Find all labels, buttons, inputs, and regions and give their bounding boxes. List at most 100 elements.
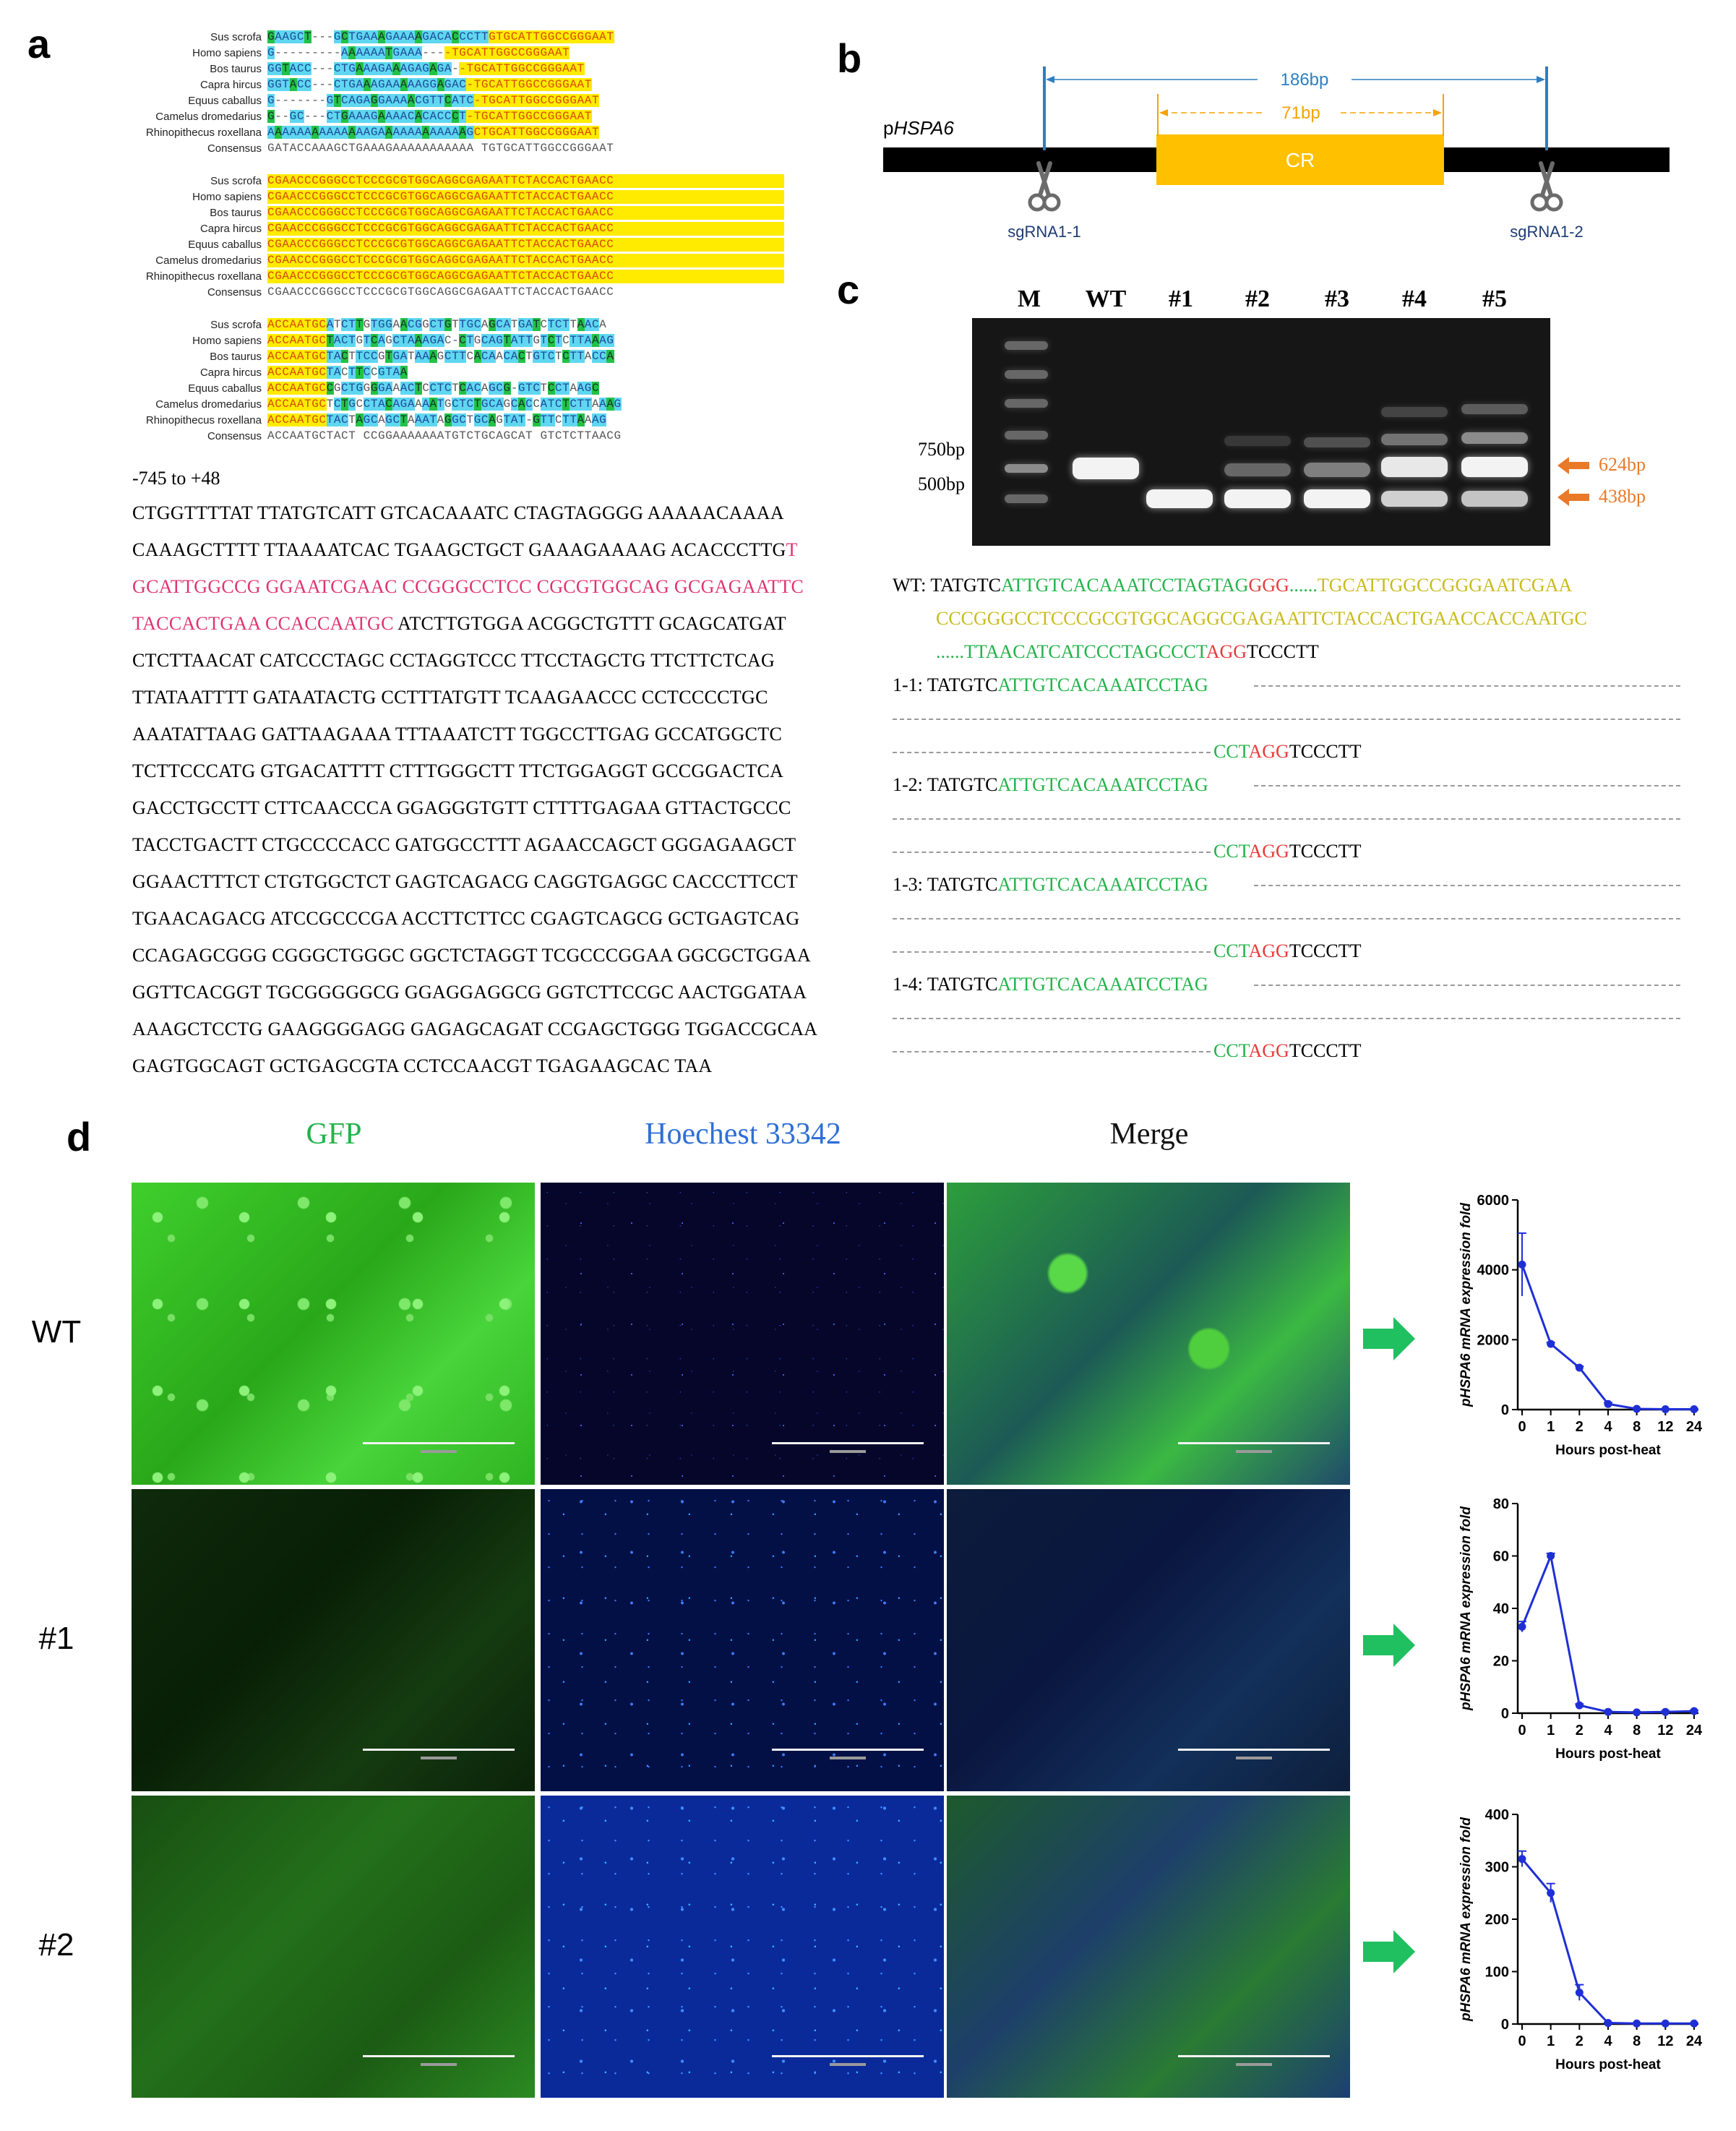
alignment-base: - — [429, 46, 437, 59]
alignment-base: - — [333, 46, 342, 59]
alignment-base: G — [275, 78, 283, 91]
alignment-sequence: GATACCAAAGCTGAAAGAAAAAAAAAAA TGTGCATTGGC… — [267, 142, 784, 155]
alignment-base: C — [489, 78, 497, 91]
alignment-sequence: CGAACCCGGGCCTCCCGCGTGGCAGGCGAGAATTCTACCA… — [267, 254, 784, 267]
arrow-icons — [1557, 457, 1589, 506]
data-point — [1690, 1405, 1698, 1414]
alignment-base: G — [547, 62, 555, 75]
alignment-base: A — [407, 94, 416, 107]
alignment-base: A — [356, 110, 364, 123]
promoter-segment: TACCACTGAA CCACCAATGC — [132, 613, 394, 634]
alignment-base: T — [496, 62, 504, 75]
alignment-base: T — [510, 126, 518, 139]
alignment-base: C — [540, 78, 548, 91]
column-header: GFP — [306, 1118, 362, 1151]
alignment-base: G — [311, 398, 319, 411]
promoter-segment: CCAGAGCGGG CGGGCTGGGC GGCTCTAGGT TCGCCCG… — [132, 945, 812, 966]
promoter-segment: TGAACAGACG ATCCGCCCGA ACCTTCTTCC CGAGTCA… — [132, 908, 800, 929]
panel-label-d: d — [66, 1114, 92, 1159]
alignment-base: G — [385, 318, 393, 331]
alignment-base: G — [370, 94, 379, 107]
alignment-base: C — [517, 46, 526, 59]
alignment-base: A — [577, 382, 585, 395]
alignment-base: T — [348, 30, 356, 43]
alignment-base: A — [489, 413, 497, 426]
scale-bar-label — [421, 1757, 457, 1759]
species-label: Capra hircus — [199, 366, 262, 379]
data-point — [1547, 1889, 1555, 1898]
alignment-row: Capra hircus ACCAATGCTACTTCCGTAA — [101, 366, 788, 380]
edit-line: CCTAGGTCCCTT — [1213, 837, 1362, 866]
alignment-base: T — [452, 46, 460, 59]
alignment-base: A — [489, 350, 497, 363]
alignment-sequence: ACCAATGCTACTTCCGTAA — [267, 366, 784, 380]
alignment-base: C — [562, 30, 570, 43]
alignment-block: Sus scrofa ACCAATGCATCTTGTGGAACGGCTGTTGCA… — [101, 318, 788, 450]
gel-band — [1381, 407, 1448, 417]
alignment-base: C — [489, 398, 497, 411]
alignment-base: G — [444, 413, 452, 426]
row-header: #1 — [38, 1621, 74, 1656]
arrow-right-icon — [1363, 1624, 1415, 1667]
gel-band — [1005, 494, 1048, 503]
promoter-line: AAAGCTCCTG GAAGGGGAGG GAGAGCAGAT CCGAGCT… — [132, 1011, 817, 1047]
alignment-base: C — [282, 382, 290, 395]
scale-bar-label — [1236, 1450, 1272, 1453]
alignment-base: A — [282, 126, 290, 139]
alignment-base: C — [547, 94, 555, 107]
x-tick-label: 12 — [1657, 1419, 1673, 1435]
alignment-base: C — [599, 350, 607, 363]
alignment-base: C — [296, 78, 305, 91]
alignment-base: G — [562, 78, 570, 91]
promoter-segment: TTATAATTTT GATAATACTG CCTTTATGTT TCAAGAA… — [132, 687, 768, 708]
alignment-row: Camelus dromedarius G--GC---CTGAAAGAAAACA… — [101, 110, 788, 124]
alignment-base: T — [333, 110, 342, 123]
data-point — [1547, 1339, 1555, 1348]
alignment-base: T — [606, 30, 614, 43]
edit-segment: ATTGTCACAAATCCTAG — [997, 874, 1208, 895]
promoter-line: TTATAATTTT GATAATACTG CCTTTATGTT TCAAGAA… — [132, 679, 797, 716]
alignment-base: G — [407, 62, 416, 75]
x-tick-label: 1 — [1547, 2033, 1555, 2049]
alignment-base: - — [275, 110, 283, 123]
alignment-base: A — [452, 94, 460, 107]
alignment-base: G — [311, 334, 319, 347]
species-label: Rhinopithecus roxellana — [145, 127, 262, 139]
alignment-base: T — [304, 398, 312, 411]
alignment-base: C — [319, 398, 327, 411]
alignment-base: C — [319, 318, 327, 331]
alignment-base: G — [577, 30, 585, 43]
alignment-base: C — [444, 382, 452, 395]
alignment-base: G — [525, 78, 533, 91]
alignment-base: A — [378, 110, 386, 123]
alignment-base: A — [267, 126, 275, 139]
alignment-base: G — [333, 382, 342, 395]
alignment-base: A — [407, 334, 416, 347]
alignment-base: T — [326, 350, 334, 363]
deletion-dashes — [893, 852, 1211, 853]
alignment-base: C — [554, 30, 563, 43]
alignment-base: C — [570, 398, 577, 411]
alignment-base: A — [378, 413, 386, 426]
alignment-base: C — [591, 382, 600, 395]
alignment-base: A — [275, 126, 283, 139]
alignment-base: A — [577, 126, 585, 139]
promoter-segment: TACCTGACTT CTGCCCCACC GATGGCCTTT AGAACCA… — [132, 834, 796, 855]
alignment-base: A — [385, 94, 393, 107]
alignment-base: A — [348, 110, 356, 123]
alignment-base: A — [356, 413, 364, 426]
alignment-base: A — [517, 398, 526, 411]
edit-segment: TGCATTGGCCGGGAATCGAA — [1317, 575, 1573, 596]
alignment-base: G — [363, 318, 371, 331]
alignment-base: T — [407, 350, 416, 363]
data-point — [1547, 1552, 1555, 1560]
y-tick-label: 4000 — [1477, 1263, 1510, 1279]
alignment-base: A — [584, 126, 592, 139]
alignment-base: G — [570, 94, 577, 107]
alignment-base: G — [547, 30, 555, 43]
gel-band — [1461, 457, 1528, 477]
alignment-base: T — [554, 334, 563, 347]
alignment-sequence: ACCAATGCTACTAGCAGCTAAATAGGCTGCAGTAT-GTTC… — [267, 413, 784, 427]
alignment-base: T — [341, 78, 349, 91]
alignment-base: A — [422, 398, 430, 411]
